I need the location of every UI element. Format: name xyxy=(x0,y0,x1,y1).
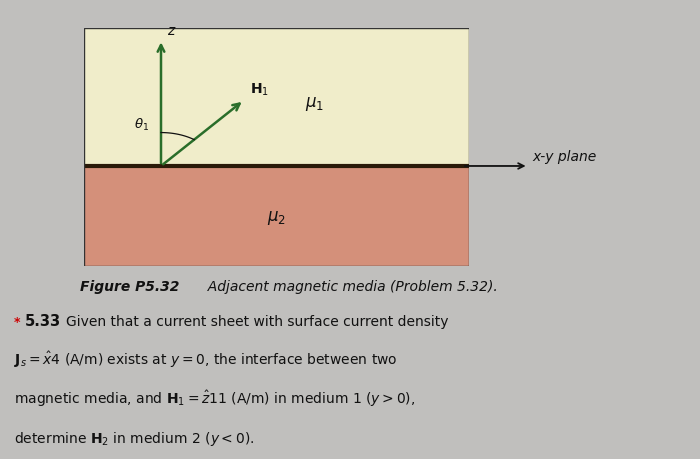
Text: $\theta_1$: $\theta_1$ xyxy=(134,117,149,133)
Text: z: z xyxy=(167,24,174,38)
Text: 5.33: 5.33 xyxy=(25,314,61,330)
Text: Figure P5.32: Figure P5.32 xyxy=(80,280,180,294)
Text: *: * xyxy=(14,316,20,330)
Text: $\mathbf{J}_s = \hat{x}4$ (A/m) exists at $y = 0$, the interface between two: $\mathbf{J}_s = \hat{x}4$ (A/m) exists a… xyxy=(14,350,398,370)
Text: determine $\mathbf{H}_2$ in medium 2 $(y < 0)$.: determine $\mathbf{H}_2$ in medium 2 $(y… xyxy=(14,431,254,448)
Bar xyxy=(84,166,469,266)
Text: $\mu_1$: $\mu_1$ xyxy=(305,95,325,113)
Bar xyxy=(84,28,469,166)
Text: $\mu_2$: $\mu_2$ xyxy=(267,209,286,228)
Text: $\mathbf{H}_1$: $\mathbf{H}_1$ xyxy=(250,81,269,98)
Text: x-y plane: x-y plane xyxy=(532,150,596,164)
Text: Given that a current sheet with surface current density: Given that a current sheet with surface … xyxy=(66,315,449,330)
Text: Adjacent magnetic media (Problem 5.32).: Adjacent magnetic media (Problem 5.32). xyxy=(199,280,498,294)
Text: magnetic media, and $\mathbf{H}_1 = \hat{z}11$ (A/m) in medium 1 $(y > 0)$,: magnetic media, and $\mathbf{H}_1 = \hat… xyxy=(14,389,415,409)
